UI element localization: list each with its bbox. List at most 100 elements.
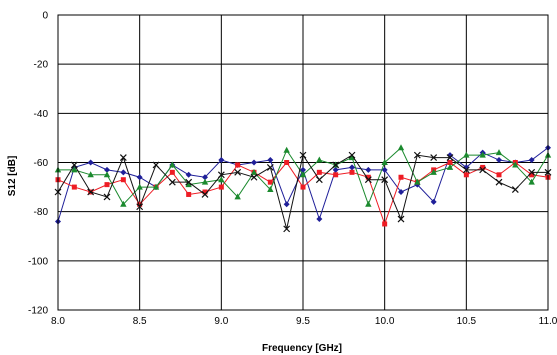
data-point: [480, 164, 486, 170]
data-point: [463, 151, 470, 158]
data-point: [511, 186, 519, 193]
data-point: [119, 154, 127, 162]
data-point: [169, 169, 175, 175]
data-point: [315, 176, 323, 184]
data-point: [218, 184, 224, 190]
data-point: [365, 174, 371, 180]
x-tick-label: 10.0: [375, 316, 395, 327]
data-point: [398, 174, 404, 180]
data-point: [250, 168, 258, 175]
data-point: [364, 176, 372, 184]
series-3: [54, 144, 552, 207]
y-tick-label: -20: [34, 60, 49, 71]
data-point: [169, 161, 176, 168]
data-point: [186, 191, 192, 197]
data-point: [446, 163, 454, 170]
y-tick-labels: 0 -20 -40 -60 -80 -100 -120: [28, 11, 48, 317]
data-point: [316, 216, 323, 223]
data-point: [71, 184, 77, 190]
data-point: [283, 201, 290, 208]
data-point: [283, 225, 291, 233]
y-tick-label: -60: [34, 158, 49, 169]
data-point: [348, 154, 356, 161]
series-2: [55, 160, 551, 227]
data-point: [136, 174, 143, 181]
data-point: [185, 181, 192, 188]
x-tick-label: 8.0: [51, 316, 65, 327]
data-point: [463, 172, 469, 178]
plot-area-border: [57, 14, 549, 311]
data-point: [87, 159, 94, 166]
data-point: [152, 183, 160, 190]
data-point: [136, 203, 144, 211]
data-point: [267, 157, 274, 164]
data-point: [218, 157, 225, 164]
data-point: [300, 184, 306, 190]
data-point: [528, 168, 536, 176]
x-tick-label: 9.0: [214, 316, 228, 327]
data-point: [299, 171, 307, 178]
data-point: [430, 198, 437, 205]
data-point: [104, 182, 110, 188]
data-point: [479, 166, 487, 174]
data-point: [299, 151, 307, 159]
x-tick-labels: 8.0 8.5 9.0 9.5 10.0 10.5 11.0: [51, 316, 557, 327]
data-point: [495, 149, 503, 156]
data-point: [430, 168, 437, 175]
data-point: [381, 166, 388, 173]
x-tick-label: 10.5: [457, 316, 477, 327]
y-tick-label: -100: [28, 256, 48, 267]
data-point: [512, 161, 519, 168]
data-point: [447, 160, 453, 165]
x-tick-label: 8.5: [133, 316, 147, 327]
data-point: [103, 171, 111, 178]
data-point: [332, 161, 340, 169]
data-point: [266, 163, 274, 171]
series-1: [55, 144, 551, 225]
data-point: [104, 166, 110, 173]
data-point: [528, 157, 535, 164]
data-point: [316, 156, 323, 163]
data-point: [234, 193, 241, 200]
y-tick-label: -80: [34, 207, 49, 218]
data-point: [103, 193, 111, 201]
data-point: [120, 200, 127, 207]
data-point: [250, 173, 258, 181]
data-point: [267, 179, 273, 185]
data-point: [413, 151, 421, 159]
data-point: [70, 161, 78, 169]
data-point: [495, 178, 503, 186]
data-point: [382, 221, 388, 227]
data-point: [349, 169, 355, 175]
data-point: [462, 166, 470, 174]
data-point: [137, 201, 143, 207]
data-point: [496, 157, 502, 164]
y-tick-label: 0: [42, 11, 48, 22]
x-tick-label: 9.5: [296, 316, 310, 327]
data-point: [365, 200, 372, 207]
gridlines: [57, 14, 549, 311]
data-point: [381, 159, 388, 165]
data-point: [479, 151, 486, 158]
data-point: [284, 160, 290, 165]
data-point: [185, 178, 193, 186]
data-point: [381, 176, 389, 184]
data-point: [496, 172, 502, 178]
data-point: [251, 159, 257, 166]
data-point: [332, 166, 339, 173]
data-point: [349, 164, 355, 171]
data-point: [217, 171, 225, 179]
data-point: [234, 168, 242, 176]
x-axis-title: Frequency [GHz]: [262, 343, 342, 354]
data-point: [397, 144, 405, 151]
data-point: [446, 154, 454, 162]
data-point: [120, 169, 127, 176]
series-4: [54, 151, 552, 233]
data-point: [348, 151, 356, 159]
data-point: [202, 189, 208, 195]
data-point: [528, 178, 535, 185]
data-point: [283, 146, 290, 153]
data-point: [316, 169, 322, 175]
data-point: [202, 174, 208, 181]
